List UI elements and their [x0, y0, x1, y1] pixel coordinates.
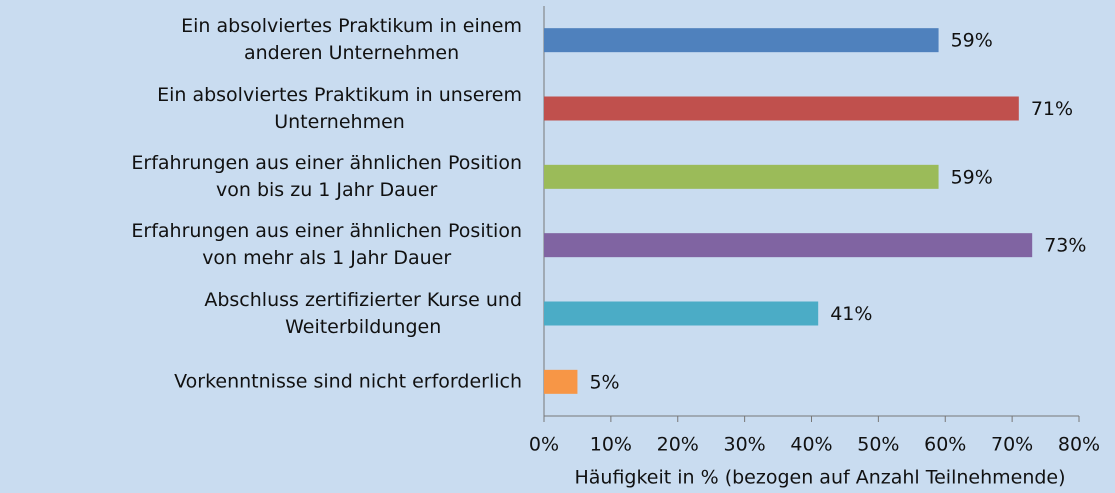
value-label: 41%: [830, 303, 872, 325]
x-tick-label: 20%: [657, 434, 699, 456]
y-tick-label: Erfahrungen aus einer ähnlichen Position…: [131, 151, 522, 201]
bar: [544, 28, 939, 53]
value-label: 73%: [1044, 235, 1086, 257]
value-label: 71%: [1031, 98, 1073, 120]
x-tick-label: 80%: [1058, 434, 1100, 456]
bar: [544, 164, 939, 189]
bar: [544, 301, 819, 326]
y-tick-label: Erfahrungen aus einer ähnlichen Position…: [131, 220, 522, 270]
value-label: 59%: [951, 166, 993, 188]
x-tick-label: 10%: [590, 434, 632, 456]
x-tick-label: 50%: [857, 434, 899, 456]
y-tick-label: Abschluss zertifizierter Kurse und Weite…: [204, 288, 522, 338]
x-tick-label: 60%: [924, 434, 966, 456]
x-tick-label: 30%: [724, 434, 766, 456]
x-tick-label: 70%: [991, 434, 1033, 456]
bar: [544, 369, 578, 394]
x-axis-title: Häufigkeit in % (bezogen auf Anzahl Teil…: [574, 467, 1065, 489]
y-tick-label: Vorkenntnisse sind nicht erforderlich: [174, 370, 522, 393]
x-tick-label: 0%: [529, 434, 559, 456]
x-tick-label: 40%: [790, 434, 832, 456]
y-tick-label: Ein absolviertes Praktikum in unserem Un…: [157, 83, 522, 133]
bar: [544, 233, 1033, 258]
y-tick-label: Ein absolviertes Praktikum in einem ande…: [181, 15, 522, 65]
bar: [544, 96, 1019, 121]
value-label: 5%: [589, 371, 619, 393]
value-label: 59%: [951, 30, 993, 52]
